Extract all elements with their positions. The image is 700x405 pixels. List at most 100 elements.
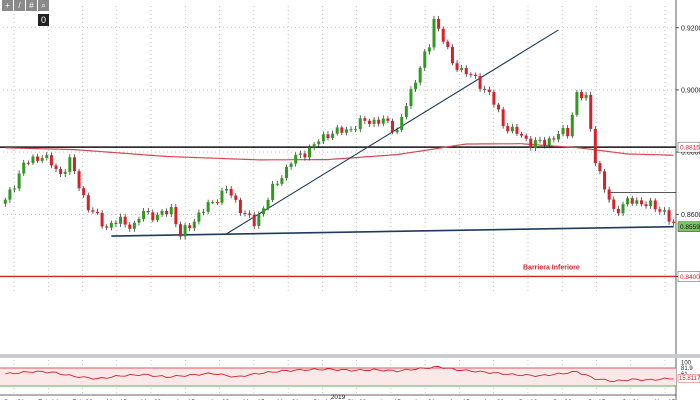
candle-body xyxy=(561,128,565,134)
candle-body xyxy=(183,225,187,237)
candle-body xyxy=(427,47,431,52)
candle-body xyxy=(123,216,127,225)
candle-body xyxy=(188,225,192,229)
candle-body xyxy=(266,199,270,209)
resistance-price-tag-box xyxy=(677,141,700,153)
candle-body xyxy=(607,189,611,200)
candle-body xyxy=(372,119,376,124)
candle-body xyxy=(538,139,542,141)
zoom-icon[interactable]: ⌕ xyxy=(38,0,49,11)
candle-body xyxy=(469,74,473,76)
candle-body xyxy=(280,178,284,184)
candle-body xyxy=(160,211,164,215)
candle-body xyxy=(487,89,491,93)
candle-body xyxy=(105,226,109,228)
osc-band xyxy=(0,368,676,386)
candle-body xyxy=(261,208,265,215)
candle-body xyxy=(77,171,81,189)
candle-body xyxy=(192,221,196,229)
candle-body xyxy=(552,138,556,140)
candle-body xyxy=(308,147,312,158)
candle-body xyxy=(243,213,247,215)
candle-body xyxy=(409,89,413,107)
candle-body xyxy=(524,135,528,139)
candle-body xyxy=(566,128,570,137)
osc-value-box xyxy=(677,374,700,383)
candle-body xyxy=(358,118,362,130)
candle-body xyxy=(344,129,348,133)
candle-body xyxy=(197,212,201,222)
candle-body xyxy=(238,199,242,214)
candle-body xyxy=(317,141,321,145)
candle-body xyxy=(68,157,72,172)
candle-body xyxy=(340,127,344,133)
candle-body xyxy=(22,162,26,174)
candle-body xyxy=(391,120,395,133)
candle-body xyxy=(580,92,584,99)
candle-body xyxy=(644,204,648,207)
candle-body xyxy=(649,200,653,207)
pen-icon[interactable]: / xyxy=(14,0,25,11)
candle-body xyxy=(575,92,579,115)
candle-body xyxy=(662,210,666,212)
candle-body xyxy=(455,63,459,70)
y-tick-label: 0.92000 xyxy=(681,25,700,32)
candle-body xyxy=(86,195,90,211)
y-tick-label: 0.86000 xyxy=(681,212,700,219)
osc-level-label: 100 xyxy=(681,361,692,367)
grid xyxy=(3,6,676,394)
y-tick-label: 0.90000 xyxy=(681,87,700,94)
candle-body xyxy=(473,74,477,76)
candle-body xyxy=(515,126,519,134)
crosshair-icon[interactable]: + xyxy=(2,0,13,11)
last-price-tag-box xyxy=(677,221,700,232)
candle-body xyxy=(653,200,657,210)
candle-body xyxy=(109,222,113,228)
candle-body xyxy=(17,173,21,189)
candle-body xyxy=(612,199,616,209)
candle-body xyxy=(91,210,95,212)
candle-body xyxy=(229,188,233,196)
candle-body xyxy=(59,168,63,174)
candle-body xyxy=(234,195,238,200)
candle-body xyxy=(294,154,298,164)
candle-body xyxy=(303,153,307,158)
candle-body xyxy=(492,92,496,105)
oscillator-line xyxy=(5,365,674,383)
candle-body xyxy=(45,155,49,158)
year-label: 2019 xyxy=(331,394,346,400)
candle-body xyxy=(570,114,574,137)
candle-body xyxy=(400,116,404,130)
candle-body xyxy=(483,88,487,90)
candle-body xyxy=(128,224,132,229)
candles xyxy=(3,15,676,240)
candle-body xyxy=(349,129,353,131)
counter-badge: 0 xyxy=(38,14,49,26)
candle-body xyxy=(312,144,316,148)
candle-body xyxy=(151,212,155,221)
candle-body xyxy=(529,138,533,149)
candle-body xyxy=(63,171,67,174)
candle-body xyxy=(386,118,390,121)
candle-body xyxy=(289,163,293,168)
hash-icon[interactable]: # xyxy=(26,0,37,11)
candle-body xyxy=(658,209,662,212)
candle-body xyxy=(31,156,35,164)
candle-body xyxy=(215,202,219,204)
candle-body xyxy=(616,208,620,214)
candle-body xyxy=(497,104,501,110)
candle-body xyxy=(178,224,182,237)
candle-body xyxy=(593,128,597,164)
candle-body xyxy=(202,211,206,213)
candle-body xyxy=(13,188,17,190)
candle-body xyxy=(603,171,607,190)
candle-body xyxy=(621,204,625,214)
candle-body xyxy=(367,120,371,124)
candle-body xyxy=(3,199,7,204)
candle-body xyxy=(169,207,173,215)
y-tick-label: 0.88000 xyxy=(681,150,700,157)
